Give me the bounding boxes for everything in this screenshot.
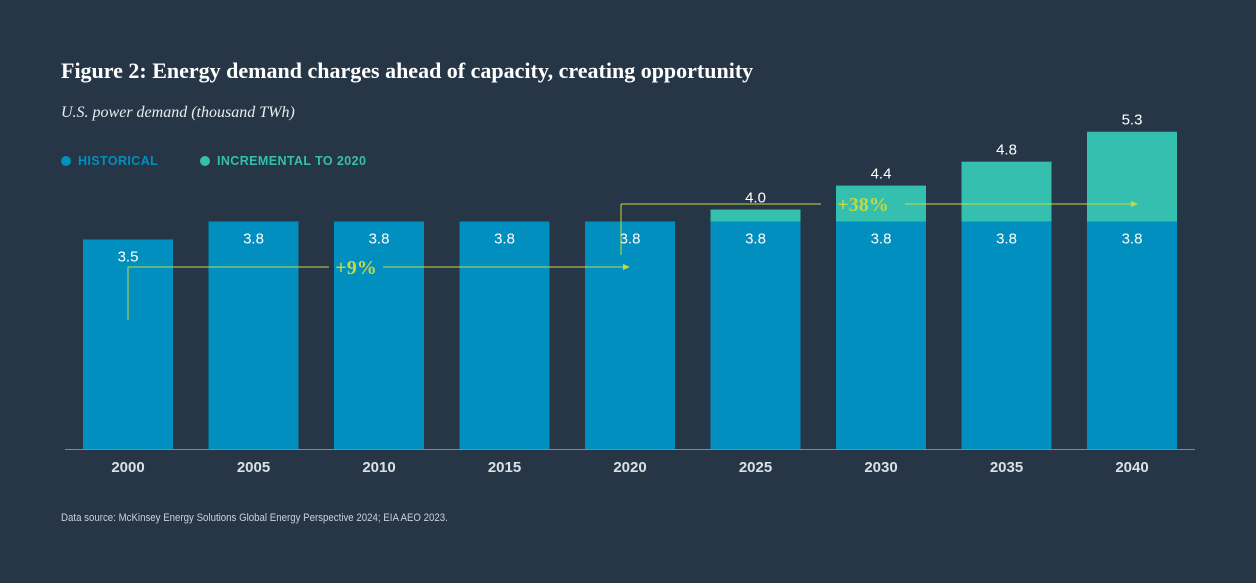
label-historical-2035: 3.8 — [996, 231, 1017, 248]
data-source-note: Data source: McKinsey Energy Solutions G… — [61, 512, 448, 524]
label-historical-2000: 3.5 — [118, 248, 139, 265]
label-historical-2005: 3.8 — [243, 231, 264, 248]
label-total-2035: 4.8 — [996, 142, 1017, 159]
annotation-plus-9-arrowhead-icon — [623, 264, 630, 270]
bar-historical-2015 — [459, 221, 550, 449]
label-total-2030: 4.4 — [871, 166, 892, 183]
label-historical-2025: 3.8 — [745, 231, 766, 248]
label-historical-2020: 3.8 — [620, 231, 641, 248]
label-historical-2015: 3.8 — [494, 231, 515, 248]
bar-incremental-2035 — [961, 161, 1052, 222]
label-historical-2040: 3.8 — [1122, 231, 1143, 248]
legend-dot-incremental-icon — [200, 156, 210, 166]
x-tick-2005: 2005 — [237, 459, 270, 476]
bar-historical-2040 — [1087, 221, 1177, 449]
bar-incremental-2025 — [710, 209, 801, 222]
bar-incremental-2040 — [1087, 131, 1177, 222]
label-total-2040: 5.3 — [1122, 112, 1143, 129]
bar-historical-2035 — [961, 221, 1052, 449]
bar-historical-2005 — [208, 221, 299, 449]
bar-historical-2020 — [585, 221, 675, 449]
label-total-2025: 4.0 — [745, 190, 766, 207]
chart-subtitle: U.S. power demand (thousand TWh) — [61, 104, 295, 121]
legend-label-incremental: INCREMENTAL TO 2020 — [217, 154, 367, 168]
bar-historical-2030 — [836, 221, 926, 449]
x-tick-2030: 2030 — [864, 459, 897, 476]
legend-item-historical: HISTORICAL — [61, 154, 158, 168]
bar-historical-2025 — [710, 221, 801, 449]
annotation-plus-38-arrowhead-icon — [1131, 201, 1138, 207]
x-tick-2000: 2000 — [111, 459, 144, 476]
label-historical-2010: 3.8 — [369, 231, 390, 248]
x-tick-2035: 2035 — [990, 459, 1023, 476]
annotation-plus-9-label: +9% — [335, 257, 376, 279]
x-tick-2025: 2025 — [739, 459, 772, 476]
legend-dot-historical-icon — [61, 156, 71, 166]
legend-item-incremental: INCREMENTAL TO 2020 — [200, 154, 366, 168]
label-historical-2030: 3.8 — [871, 231, 892, 248]
x-tick-2020: 2020 — [613, 459, 646, 476]
x-tick-2015: 2015 — [488, 459, 521, 476]
chart-title: Figure 2: Energy demand charges ahead of… — [61, 58, 754, 83]
x-tick-2010: 2010 — [362, 459, 395, 476]
bar-historical-2010 — [334, 221, 424, 449]
annotation-plus-38-label: +38% — [837, 194, 888, 216]
x-tick-2040: 2040 — [1115, 459, 1148, 476]
legend-label-historical: HISTORICAL — [78, 154, 159, 168]
